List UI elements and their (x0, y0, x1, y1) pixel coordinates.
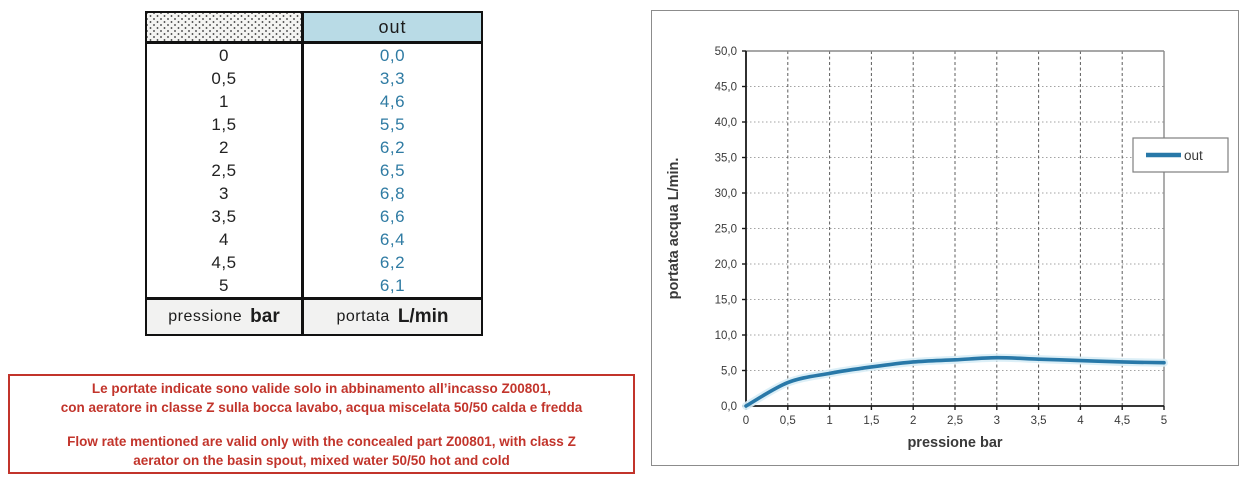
pressione-cell: 3 (147, 182, 304, 205)
pressione-cell: 0 (147, 44, 304, 67)
x-tick-label: 1 (826, 415, 832, 427)
chart-svg: 0 0,5 1 1,5 2 2,5 3 3,5 4 4,5 50,05,010,015,020,02… (666, 46, 1229, 451)
table-footer-row: pressione bar portata L/min (147, 297, 481, 334)
table-body: 0 0,0 0,5 3,3 1 4,6 1,5 5,5 2 6,2 2,5 6,5 3 6,8 3,5 6,6… (147, 44, 481, 297)
portata-cell: 6,2 (379, 252, 406, 272)
pressione-cell: 2 (147, 136, 304, 159)
table-row: 0,5 3,3 (147, 67, 481, 90)
hatched-header-cell (147, 13, 304, 41)
pressione-cell: 1,5 (147, 113, 304, 136)
pressione-cell: 1 (147, 90, 304, 113)
pressione-footer-cell: pressione bar (147, 300, 304, 334)
table-row: 3 6,8 (147, 182, 481, 205)
x-tick-label: 5 (1161, 415, 1167, 427)
table-header-row: out (147, 13, 481, 44)
x-tick-label: 0 (743, 415, 749, 427)
portata-cell: 0,0 (379, 45, 406, 65)
x-tick-label: 2,5 (947, 415, 963, 427)
pressione-label: pressione (168, 308, 243, 325)
legend-label: out (1184, 148, 1203, 163)
y-tick-label: 15,0 (715, 295, 737, 307)
portata-footer-cell: portata L/min (304, 300, 481, 334)
y-tick-label: 5,0 (721, 366, 737, 378)
y-tick-label: 25,0 (715, 224, 737, 236)
portata-cell: 5,5 (379, 114, 406, 134)
flow-rate-table: out 0 0,0 0,5 3,3 1 4,6 1,5 5,5 2 6,2 2,5 6,5 3 6,8 3,… (145, 11, 483, 336)
y-tick-label: 0,0 (721, 401, 737, 413)
series-line-out (744, 355, 1166, 408)
y-tick-label: 45,0 (715, 82, 737, 94)
portata-cell: 6,8 (379, 183, 406, 203)
y-tick-label: 10,0 (715, 330, 737, 342)
x-tick-label: 4 (1077, 415, 1084, 427)
y-tick-label: 20,0 (715, 259, 737, 271)
y-tick-label: 30,0 (715, 188, 737, 200)
x-tick-label: 1,5 (863, 415, 879, 427)
pressione-cell: 4 (147, 228, 304, 251)
table-row: 3,5 6,6 (147, 205, 481, 228)
note-box: Le portate indicate sono valide solo in … (8, 374, 635, 474)
portata-cell: 6,4 (379, 229, 406, 249)
table-row: 1,5 5,5 (147, 113, 481, 136)
note-line-en-2: aerator on the basin spout, mixed water … (133, 452, 510, 468)
y-axis-title: portata acqua L/min. (666, 158, 682, 300)
x-tick-label: 3 (994, 415, 1000, 427)
note-line-en-1: Flow rate mentioned are valid only with … (67, 433, 576, 449)
table-row: 4,5 6,2 (147, 251, 481, 274)
portata-cell: 4,6 (379, 91, 406, 111)
x-tick-label: 0,5 (780, 415, 796, 427)
table-row: 0 0,0 (147, 44, 481, 67)
table-row: 2,5 6,5 (147, 159, 481, 182)
y-tick-label: 40,0 (715, 117, 737, 129)
x-axis-title: pressione bar (907, 435, 1002, 451)
portata-cell: 6,5 (379, 160, 406, 180)
x-tick-label: 3,5 (1031, 415, 1047, 427)
table-row: 2 6,2 (147, 136, 481, 159)
out-header-cell: out (304, 13, 481, 41)
portata-label: portata (336, 308, 390, 325)
portata-cell: 6,2 (379, 137, 406, 157)
flow-chart-panel: 0 0,5 1 1,5 2 2,5 3 3,5 4 4,5 5 0,0 5,0 10,0 15,0 20,0 2… (651, 10, 1239, 466)
pressione-cell: 5 (147, 274, 304, 297)
pressione-cell: 0,5 (147, 67, 304, 90)
table-row: 5 6,1 (147, 274, 481, 297)
x-tick-label: 4,5 (1114, 415, 1130, 427)
portata-cell: 6,1 (379, 275, 406, 295)
y-tick-label: 50,0 (715, 46, 737, 58)
portata-unit: L/min (397, 306, 449, 327)
portata-cell: 3,3 (379, 68, 406, 88)
pressione-cell: 3,5 (147, 205, 304, 228)
table-row: 4 6,4 (147, 228, 481, 251)
note-line-it-1: Le portate indicate sono valide solo in … (91, 380, 552, 396)
pressione-cell: 4,5 (147, 251, 304, 274)
x-tick-label: 2 (910, 415, 916, 427)
portata-cell: 6,6 (379, 206, 406, 226)
y-tick-label: 35,0 (715, 153, 737, 165)
pressione-unit: bar (250, 306, 280, 327)
table-row: 1 4,6 (147, 90, 481, 113)
note-line-it-2: con aeratore in classe Z sulla bocca lav… (60, 399, 583, 415)
pressione-cell: 2,5 (147, 159, 304, 182)
